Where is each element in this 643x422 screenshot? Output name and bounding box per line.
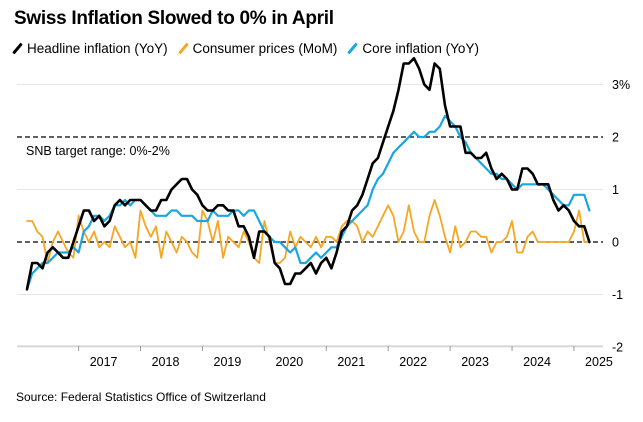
y-tick-label: 3% <box>612 78 630 92</box>
legend-label-headline: Headline inflation (YoY) <box>27 41 168 56</box>
core-line <box>25 114 591 291</box>
y-tick-label: 0 <box>612 236 619 250</box>
y-tick-label: 1 <box>612 183 619 197</box>
x-tick-label: 2023 <box>461 355 489 369</box>
target-range-label: SNB target range: 0%-2% <box>26 144 170 158</box>
y-tick-label: -2 <box>612 341 623 355</box>
y-tick-label: 2 <box>612 131 619 145</box>
x-tick-label: 2024 <box>523 355 551 369</box>
legend: Headline inflation (YoY) Consumer prices… <box>12 41 479 56</box>
x-tick-label: 2018 <box>152 355 180 369</box>
x-tick-label: 2020 <box>275 355 303 369</box>
legend-item-headline: Headline inflation (YoY) <box>12 41 168 56</box>
x-tick-label: 2017 <box>90 355 118 369</box>
legend-label-core: Core inflation (YoY) <box>362 41 479 56</box>
x-tick-label: 2021 <box>337 355 365 369</box>
mom-line <box>26 199 591 264</box>
headline-line <box>25 56 591 291</box>
x-tick-label: 2022 <box>399 355 427 369</box>
x-tick-label: 2025 <box>585 355 613 369</box>
x-tick-label: 2019 <box>214 355 242 369</box>
chart-title: Swiss Inflation Slowed to 0% in April <box>14 8 334 29</box>
y-tick-label: -1 <box>612 288 623 302</box>
legend-item-core: Core inflation (YoY) <box>347 41 479 56</box>
legend-item-mom: Consumer prices (MoM) <box>177 41 338 56</box>
legend-label-mom: Consumer prices (MoM) <box>192 41 338 56</box>
source-note: Source: Federal Statistics Office of Swi… <box>16 390 266 404</box>
